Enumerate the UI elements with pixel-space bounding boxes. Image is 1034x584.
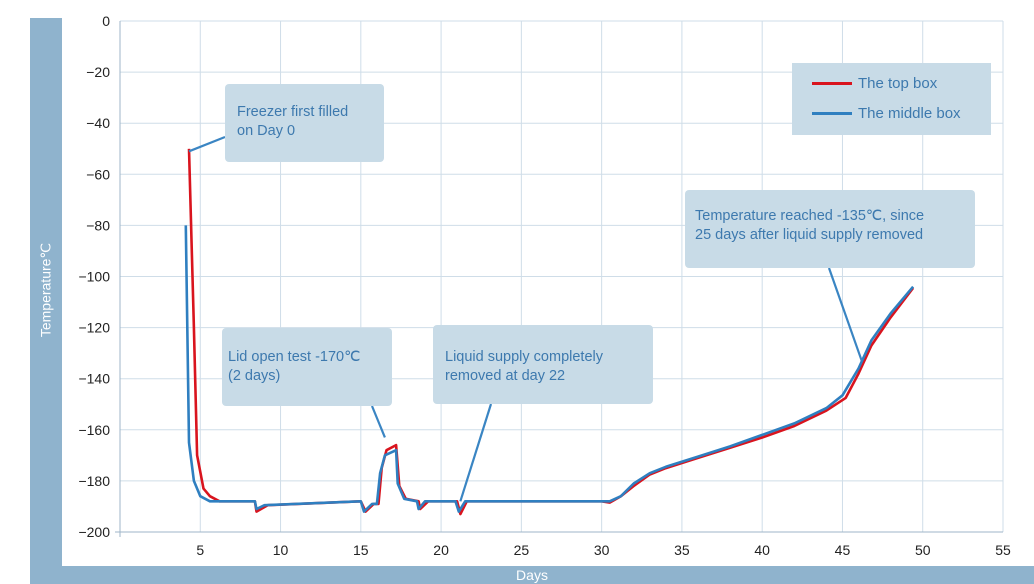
x-tick-label: 35 — [674, 542, 690, 558]
legend-item-top-box: The top box — [812, 75, 937, 92]
y-tick-label: −60 — [86, 166, 110, 182]
y-tick-label: −20 — [86, 64, 110, 80]
y-tick-label: −100 — [78, 269, 110, 285]
y-tick-label: −200 — [78, 524, 110, 540]
annotation-pointer — [188, 135, 226, 153]
x-tick-label: 50 — [915, 542, 931, 558]
y-tick-label: −140 — [78, 371, 110, 387]
legend-item-middle-box: The middle box — [812, 105, 961, 122]
annotation-liquid-removed: Liquid supply completely removed at day … — [433, 325, 653, 404]
annotation-pointer — [827, 267, 863, 362]
annotation-pointer — [370, 405, 386, 438]
annotation-pointer — [459, 403, 493, 502]
annotation-temperature-reached: Temperature reached -135℃, since 25 days… — [685, 190, 975, 268]
legend-swatch-top-box — [812, 82, 852, 85]
x-axis-label: Days — [516, 567, 548, 583]
annotation-freezer-filled: Freezer first filled on Day 0 — [225, 84, 384, 162]
legend-label-top-box: The top box — [858, 75, 938, 92]
y-tick-label: −160 — [78, 422, 110, 438]
x-tick-label: 55 — [995, 542, 1011, 558]
x-axis-label-band — [30, 566, 1034, 584]
y-tick-label: −40 — [86, 115, 110, 131]
x-tick-label: 20 — [433, 542, 449, 558]
x-tick-label: 25 — [514, 542, 530, 558]
y-tick-label: −80 — [86, 217, 110, 233]
legend: The top box The middle box — [792, 63, 991, 135]
x-tick-label: 5 — [196, 542, 204, 558]
legend-label-middle-box: The middle box — [858, 105, 961, 122]
y-tick-label: −180 — [78, 473, 110, 489]
x-tick-label: 40 — [754, 542, 770, 558]
y-tick-label: −120 — [78, 320, 110, 336]
x-tick-label: 45 — [835, 542, 851, 558]
legend-swatch-middle-box — [812, 112, 852, 115]
x-tick-label: 10 — [273, 542, 289, 558]
x-tick-label: 30 — [594, 542, 610, 558]
series-line-middle-box — [184, 225, 915, 513]
y-tick-label: 0 — [102, 13, 110, 29]
y-axis-label-band — [30, 18, 62, 584]
annotation-lid-open: Lid open test -170℃ (2 days) — [222, 328, 392, 406]
x-tick-label: 15 — [353, 542, 369, 558]
